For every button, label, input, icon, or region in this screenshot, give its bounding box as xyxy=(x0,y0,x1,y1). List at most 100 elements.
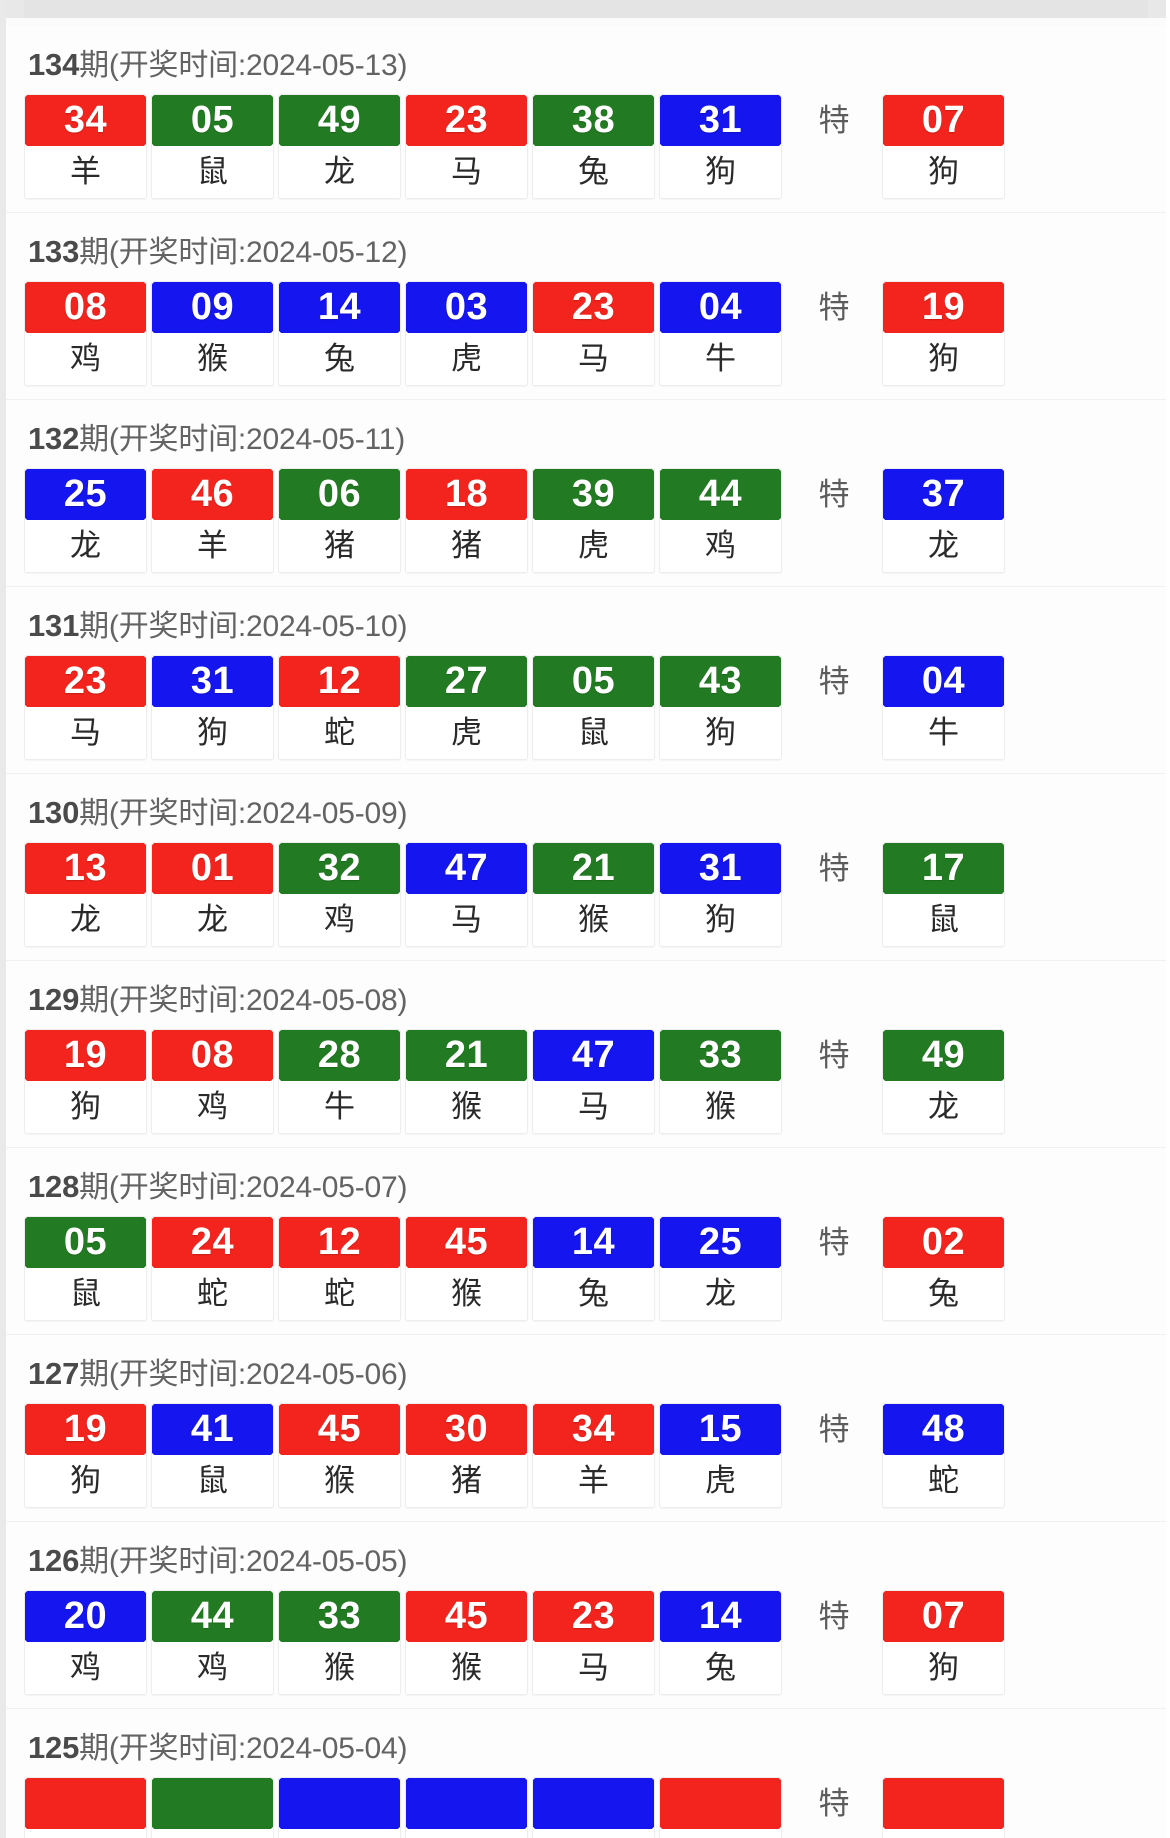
normal-ball-cell[interactable]: 21 猴 xyxy=(532,842,655,947)
draw-results-list: 134期(开奖时间:2024-05-13) 34 羊 05 鼠 49 龙 23 马 38 兔 31 狗特… xyxy=(6,26,1166,1838)
special-ball-cell[interactable]: 17 鼠 xyxy=(882,842,1005,947)
normal-ball-cell[interactable] xyxy=(278,1777,401,1838)
normal-ball-cell[interactable]: 25 龙 xyxy=(659,1216,782,1321)
draw-date-text: 期(开奖时间:2024-05-07) xyxy=(79,1171,408,1204)
special-ball-cell[interactable]: 37 龙 xyxy=(882,468,1005,573)
special-ball-cell[interactable]: 07 狗 xyxy=(882,94,1005,199)
normal-ball-cell[interactable]: 09 猴 xyxy=(151,281,274,386)
normal-ball-cell[interactable]: 28 牛 xyxy=(278,1029,401,1134)
normal-ball-cell[interactable]: 45 猴 xyxy=(278,1403,401,1508)
draw-block[interactable]: 132期(开奖时间:2024-05-11) 25 龙 46 羊 06 猪 18 猪 39 虎 44 鸡特… xyxy=(6,399,1166,586)
normal-ball-cell[interactable]: 15 虎 xyxy=(659,1403,782,1508)
normal-ball-cell[interactable]: 43 狗 xyxy=(659,655,782,760)
normal-ball-cell[interactable]: 31 狗 xyxy=(659,842,782,947)
special-ball-cell[interactable]: 49 龙 xyxy=(882,1029,1005,1134)
normal-ball-cell[interactable]: 34 羊 xyxy=(532,1403,655,1508)
special-ball-cell[interactable]: 07 狗 xyxy=(882,1590,1005,1695)
normal-ball-cell[interactable]: 45 猴 xyxy=(405,1590,528,1695)
normal-ball-cell[interactable]: 45 猴 xyxy=(405,1216,528,1321)
normal-ball-cell[interactable]: 12 蛇 xyxy=(278,655,401,760)
normal-ball-cell[interactable]: 38 兔 xyxy=(532,94,655,199)
normal-ball-cell[interactable]: 23 马 xyxy=(405,94,528,199)
normal-ball-cell[interactable]: 25 龙 xyxy=(24,468,147,573)
normal-ball-cell[interactable]: 14 兔 xyxy=(659,1590,782,1695)
normal-ball-cell[interactable]: 18 猪 xyxy=(405,468,528,573)
top-gray-strip xyxy=(24,0,1148,18)
draw-block[interactable]: 129期(开奖时间:2024-05-08) 19 狗 08 鸡 28 牛 21 猴 47 马 33 猴特… xyxy=(6,960,1166,1147)
ball-number xyxy=(279,1778,400,1830)
draw-block[interactable]: 128期(开奖时间:2024-05-07) 05 鼠 24 蛇 12 蛇 45 猴 14 兔 25 龙特… xyxy=(6,1147,1166,1334)
normal-ball-cell[interactable]: 12 蛇 xyxy=(278,1216,401,1321)
ball-zodiac: 鸡 xyxy=(660,520,781,572)
ball-zodiac: 龙 xyxy=(660,1268,781,1320)
normal-ball-cell[interactable]: 19 狗 xyxy=(24,1403,147,1508)
normal-ball-cell[interactable]: 47 马 xyxy=(532,1029,655,1134)
special-ball-cell[interactable]: 02 兔 xyxy=(882,1216,1005,1321)
normal-ball-cell[interactable]: 46 羊 xyxy=(151,468,274,573)
normal-ball-cell[interactable] xyxy=(532,1777,655,1838)
draw-block[interactable]: 125期(开奖时间:2024-05-04) 特 xyxy=(6,1708,1166,1838)
ball-zodiac: 鸡 xyxy=(279,894,400,946)
normal-ball-cell[interactable]: 32 鸡 xyxy=(278,842,401,947)
normal-ball-cell[interactable]: 03 虎 xyxy=(405,281,528,386)
normal-ball-cell[interactable]: 19 狗 xyxy=(24,1029,147,1134)
normal-ball-cell[interactable]: 31 狗 xyxy=(151,655,274,760)
ball-number: 20 xyxy=(25,1591,146,1643)
normal-ball-cell[interactable]: 49 龙 xyxy=(278,94,401,199)
draw-block[interactable]: 133期(开奖时间:2024-05-12) 08 鸡 09 猴 14 兔 03 虎 23 马 04 牛特… xyxy=(6,212,1166,399)
draw-block[interactable]: 131期(开奖时间:2024-05-10) 23 马 31 狗 12 蛇 27 虎 05 鼠 43 狗特… xyxy=(6,586,1166,773)
normal-ball-cell[interactable]: 23 马 xyxy=(24,655,147,760)
ball-number xyxy=(25,1778,146,1830)
special-ball-cell[interactable] xyxy=(882,1777,1005,1838)
draw-block[interactable]: 134期(开奖时间:2024-05-13) 34 羊 05 鼠 49 龙 23 马 38 兔 31 狗特… xyxy=(6,26,1166,212)
normal-ball-cell[interactable]: 23 马 xyxy=(532,1590,655,1695)
normal-ball-cell[interactable]: 33 猴 xyxy=(278,1590,401,1695)
normal-ball-cell[interactable]: 24 蛇 xyxy=(151,1216,274,1321)
special-ball-zodiac xyxy=(883,1829,1004,1838)
normal-ball-cell[interactable]: 39 虎 xyxy=(532,468,655,573)
ball-number: 27 xyxy=(406,656,527,708)
normal-ball-cell[interactable]: 08 鸡 xyxy=(151,1029,274,1134)
special-ball-cell[interactable]: 04 牛 xyxy=(882,655,1005,760)
normal-ball-cell[interactable]: 34 羊 xyxy=(24,94,147,199)
normal-ball-cell[interactable]: 05 鼠 xyxy=(151,94,274,199)
ball-number xyxy=(152,1778,273,1830)
normal-ball-cell[interactable]: 14 兔 xyxy=(278,281,401,386)
ball-number: 19 xyxy=(25,1030,146,1082)
normal-ball-cell[interactable]: 23 马 xyxy=(532,281,655,386)
normal-ball-cell[interactable] xyxy=(659,1777,782,1838)
normal-ball-cell[interactable] xyxy=(151,1777,274,1838)
normal-ball-cell[interactable]: 06 猪 xyxy=(278,468,401,573)
draw-block[interactable]: 126期(开奖时间:2024-05-05) 20 鸡 44 鸡 33 猴 45 猴 23 马 14 兔特… xyxy=(6,1521,1166,1708)
normal-ball-cell[interactable]: 05 鼠 xyxy=(24,1216,147,1321)
balls-row: 34 羊 05 鼠 49 龙 23 马 38 兔 31 狗特 07 狗 xyxy=(6,94,1166,199)
normal-ball-cell[interactable]: 05 鼠 xyxy=(532,655,655,760)
normal-ball-cell[interactable] xyxy=(405,1777,528,1838)
normal-ball-cell[interactable]: 41 鼠 xyxy=(151,1403,274,1508)
normal-ball-cell[interactable]: 13 龙 xyxy=(24,842,147,947)
draw-block[interactable]: 130期(开奖时间:2024-05-09) 13 龙 01 龙 32 鸡 47 马 21 猴 31 狗特… xyxy=(6,773,1166,960)
special-ball-cell[interactable]: 19 狗 xyxy=(882,281,1005,386)
normal-ball-cell[interactable]: 01 龙 xyxy=(151,842,274,947)
normal-ball-cell[interactable]: 20 鸡 xyxy=(24,1590,147,1695)
normal-ball-cell[interactable]: 08 鸡 xyxy=(24,281,147,386)
normal-ball-cell[interactable]: 04 牛 xyxy=(659,281,782,386)
ball-number xyxy=(533,1778,654,1830)
ball-zodiac: 猪 xyxy=(406,520,527,572)
ball-zodiac: 虎 xyxy=(406,707,527,759)
normal-ball-cell[interactable]: 27 虎 xyxy=(405,655,528,760)
normal-ball-cell[interactable]: 44 鸡 xyxy=(659,468,782,573)
normal-ball-cell[interactable]: 21 猴 xyxy=(405,1029,528,1134)
ball-number: 23 xyxy=(406,95,527,147)
draw-block[interactable]: 127期(开奖时间:2024-05-06) 19 狗 41 鼠 45 猴 30 猪 34 羊 15 虎特… xyxy=(6,1334,1166,1521)
normal-ball-cell[interactable] xyxy=(24,1777,147,1838)
special-ball-cell[interactable]: 48 蛇 xyxy=(882,1403,1005,1508)
normal-ball-cell[interactable]: 33 猴 xyxy=(659,1029,782,1134)
normal-ball-cell[interactable]: 14 兔 xyxy=(532,1216,655,1321)
normal-ball-cell[interactable]: 44 鸡 xyxy=(151,1590,274,1695)
normal-ball-cell[interactable]: 30 猪 xyxy=(405,1403,528,1508)
normal-ball-cell[interactable]: 47 马 xyxy=(405,842,528,947)
ball-number: 45 xyxy=(406,1217,527,1269)
ball-number: 28 xyxy=(279,1030,400,1082)
normal-ball-cell[interactable]: 31 狗 xyxy=(659,94,782,199)
